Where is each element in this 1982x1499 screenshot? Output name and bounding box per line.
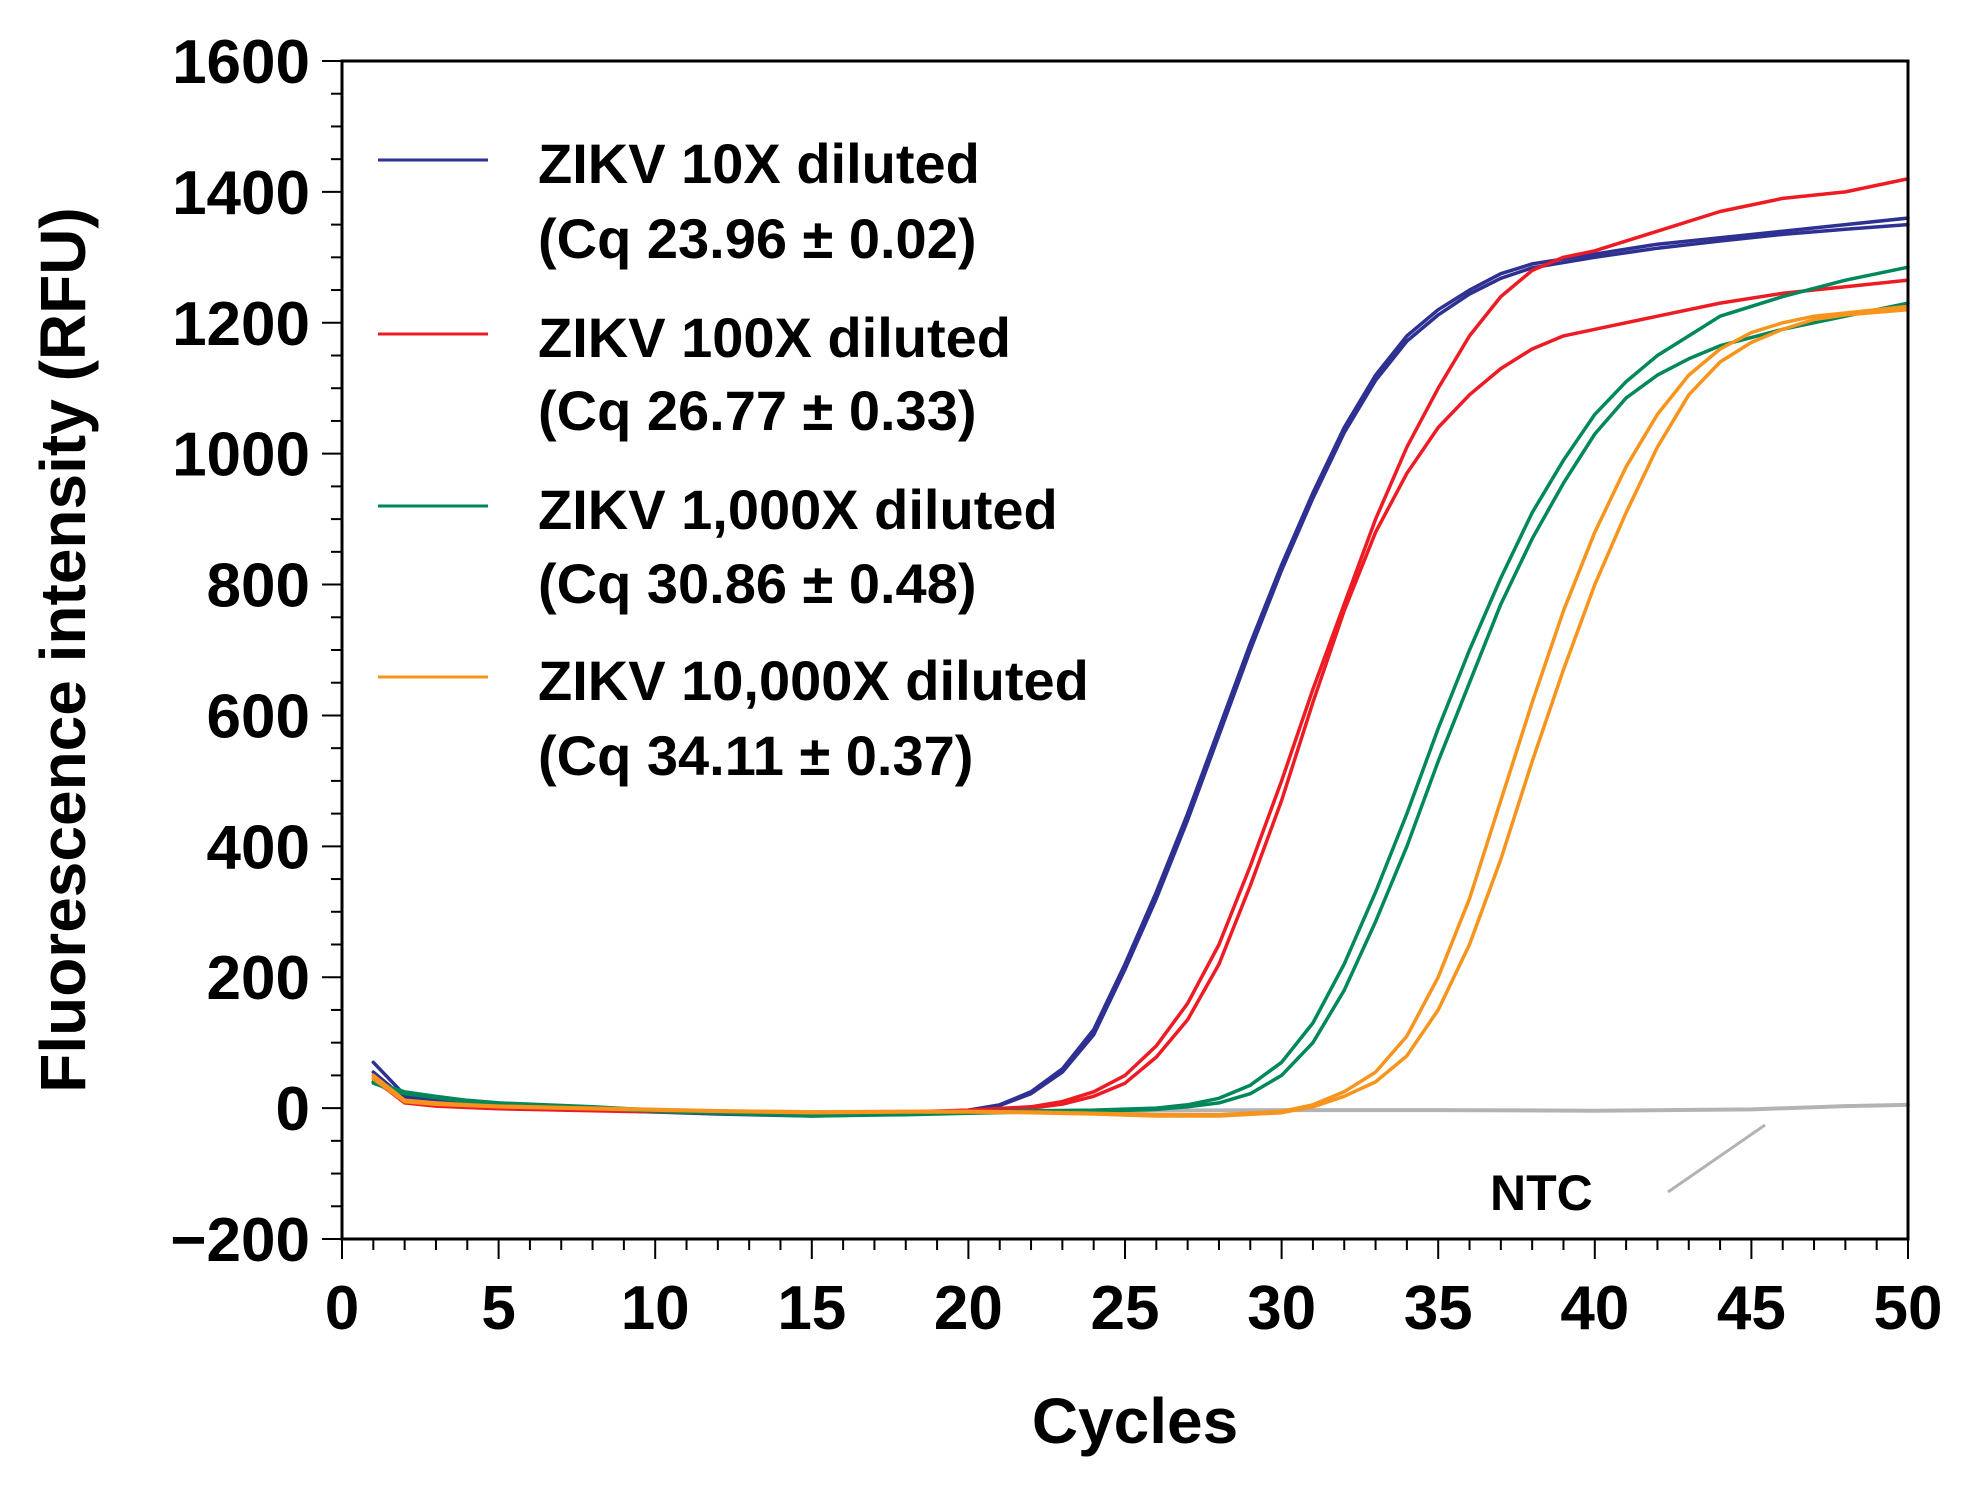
y-tick-label: 0 — [276, 1075, 310, 1144]
legend-cq-10000x: (Cq 34.11 ± 0.37) — [538, 724, 973, 787]
legend-label-10000x: ZIKV 10,000X diluted — [538, 649, 1089, 712]
legend-cq-1000x: (Cq 30.86 ± 0.48) — [538, 552, 976, 615]
y-tick-label: 800 — [207, 552, 310, 621]
legend-cq-10x: (Cq 23.96 ± 0.02) — [538, 207, 976, 270]
y-tick-label: 1000 — [172, 421, 310, 490]
y-axis-title: Fluorescence intensity (RFU) — [27, 207, 99, 1093]
legend-label-1000x: ZIKV 1,000X diluted — [538, 478, 1058, 541]
x-tick-label: 50 — [1874, 1274, 1943, 1343]
axis-ticks: 0 5 10 15 20 25 30 35 40 45 50−2000200400600800100… — [170, 28, 1942, 1343]
series-line-zikv-10-000x-diluted-rep2 — [371, 307, 1910, 1118]
ntc-label: NTC — [1490, 1165, 1593, 1221]
legend-cq-100x: (Cq 26.77 ± 0.33) — [538, 379, 976, 442]
y-tick-label: 1600 — [172, 28, 310, 97]
y-tick-label: 400 — [207, 813, 310, 882]
ntc-annotation: NTC — [1490, 1123, 1766, 1221]
legend-label-100x: ZIKV 100X diluted — [538, 306, 1011, 369]
x-tick-label: 25 — [1091, 1274, 1160, 1343]
x-axis-title: Cycles — [1032, 1385, 1238, 1457]
y-tick-label: 1400 — [172, 159, 310, 228]
y-tick-label: −200 — [170, 1206, 310, 1275]
y-tick-label: 1200 — [172, 290, 310, 359]
plot-frame — [340, 59, 1910, 1241]
y-tick-label: 600 — [207, 682, 310, 751]
x-tick-label: 5 — [481, 1274, 515, 1343]
x-tick-label: 30 — [1247, 1274, 1316, 1343]
x-tick-label: 40 — [1560, 1274, 1629, 1343]
legend-label-10x: ZIKV 10X diluted — [538, 132, 980, 195]
legend: ZIKV 10X diluted (Cq 23.96 ± 0.02) ZIKV … — [378, 132, 1089, 787]
ntc-pointer-line — [1667, 1123, 1766, 1194]
series-lines — [371, 177, 1910, 1118]
x-tick-label: 35 — [1404, 1274, 1473, 1343]
x-tick-label: 10 — [621, 1274, 690, 1343]
x-tick-label: 45 — [1717, 1274, 1786, 1343]
y-tick-label: 200 — [207, 944, 310, 1013]
x-tick-label: 20 — [934, 1274, 1003, 1343]
x-tick-label: 15 — [777, 1274, 846, 1343]
x-tick-label: 0 — [325, 1274, 359, 1343]
